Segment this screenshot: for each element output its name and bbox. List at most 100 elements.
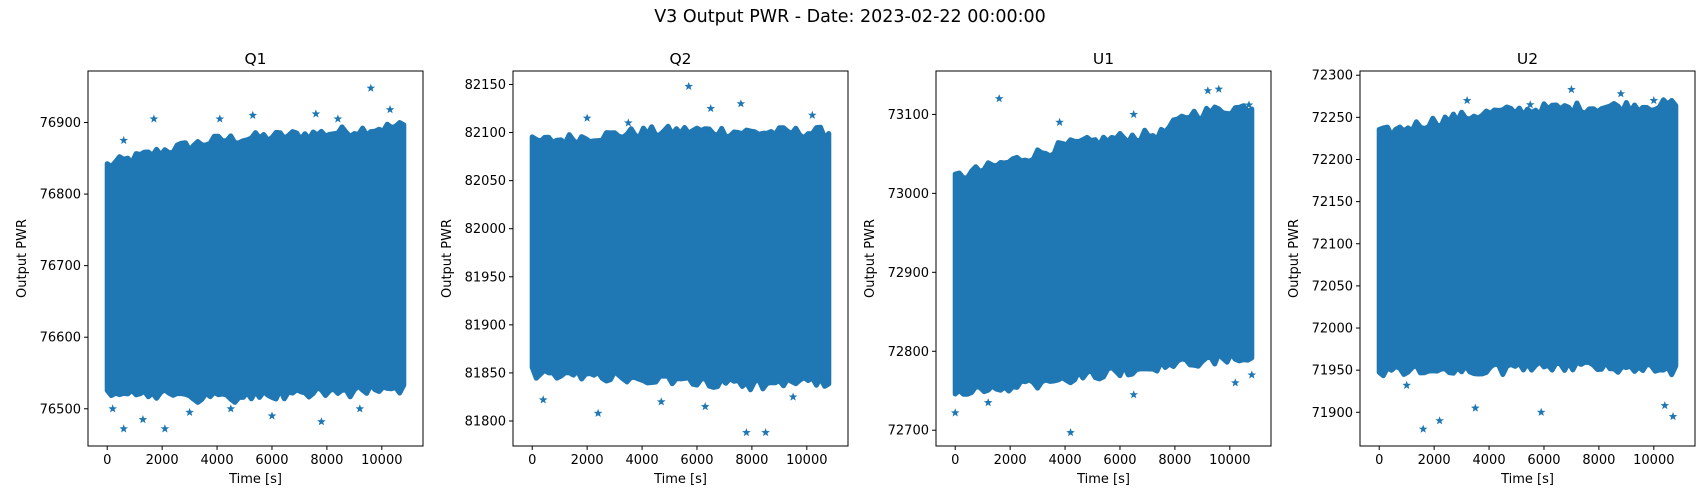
data-point [808,110,817,119]
data-point [226,404,236,413]
data-point [742,428,751,437]
data-point [1129,109,1138,119]
data-point [215,114,225,123]
axes-frame [935,70,1272,447]
data-point [185,407,194,416]
x-tick-label: 10000 [1209,453,1250,468]
data-point [311,109,321,118]
y-tick-label: 72000 [1312,322,1353,337]
data-point [1402,380,1411,389]
axes-frame [87,70,424,447]
x-tick-label: 8000 [735,453,768,468]
data-point [788,392,798,401]
y-tick-label: 72250 [1312,111,1353,126]
data-point [333,114,343,123]
subplot-title: Q2 [669,50,691,68]
data-point [706,104,715,113]
data-point [657,397,666,406]
data-point [684,81,693,90]
data-point [700,402,710,411]
x-axis-label: Time [s] [1500,472,1554,487]
x-tick-label: 2000 [1418,453,1451,468]
x-tick-label: 4000 [626,453,659,468]
y-tick-label: 82100 [465,126,506,141]
y-tick-label: 72800 [888,345,929,360]
x-tick-label: 6000 [1103,453,1136,468]
data-point [1462,96,1472,105]
data-point [1526,100,1535,109]
x-tick-label: 8000 [1158,453,1191,468]
axes-frame [1359,70,1696,447]
data-point [108,404,117,413]
x-tick-label: 2000 [146,453,179,468]
y-tick-label: 82150 [465,78,506,93]
x-tick-label: 4000 [1049,453,1082,468]
data-point [624,118,633,127]
x-tick-label: 4000 [1473,453,1506,468]
data-point [1129,390,1138,399]
data-point [1567,85,1576,94]
data-point [355,404,365,413]
y-tick-label: 72300 [1312,69,1353,84]
x-axis-label: Time [s] [653,472,707,487]
y-tick-label: 76800 [40,188,81,203]
data-point [119,135,128,145]
subplot-title: Q1 [244,50,266,68]
y-tick-label: 82050 [465,174,506,189]
x-tick-label: 0 [1375,453,1383,468]
x-tick-label: 8000 [310,453,343,468]
data-point [593,408,603,417]
x-tick-label: 0 [951,453,959,468]
y-tick-label: 76600 [40,331,81,346]
data-point [267,411,277,420]
data-point [1668,412,1678,421]
y-tick-label: 81850 [465,366,506,381]
data-point [1214,84,1224,93]
data-point [1066,428,1075,437]
data-point [736,99,746,108]
x-tick-label: 2000 [571,453,604,468]
subplot-title: U1 [1093,50,1114,68]
y-tick-label: 81800 [465,415,506,430]
data-point [950,408,960,417]
axes-frame [512,70,849,447]
subplot-u1: 0 2000 4000 6000 8000 10000 72700 72800 72900 730… [863,50,1272,487]
x-tick-label: 6000 [255,453,288,468]
data-point [1471,403,1480,412]
data-band [529,123,832,393]
data-point [761,428,770,437]
data-point [248,110,257,119]
y-tick-label: 71950 [1312,364,1353,379]
y-tick-label: 72700 [888,424,929,439]
x-tick-label: 10000 [361,453,402,468]
figure-title: V3 Output PWR - Date: 2023-02-22 00:00:0… [654,7,1046,27]
data-point [366,83,376,92]
data-point [1616,89,1626,98]
y-axis-label: Output PWR [863,219,878,298]
x-tick-label: 4000 [201,453,234,468]
x-tick-label: 2000 [994,453,1027,468]
y-tick-label: 72100 [1312,237,1353,252]
data-point [385,105,395,114]
data-point [149,114,159,123]
subplot-q1: 0 2000 4000 6000 8000 10000 76500 76600 76700 768… [15,50,424,487]
y-tick-label: 73000 [888,187,929,202]
y-tick-label: 71900 [1312,406,1353,421]
data-point [317,417,326,426]
y-tick-label: 76500 [40,402,81,417]
y-tick-label: 81950 [465,270,506,285]
x-tick-label: 6000 [1527,453,1560,468]
data-band [104,120,407,405]
data-point [1435,416,1444,425]
y-tick-label: 73100 [888,108,929,123]
data-point [160,424,170,433]
subplot-u2: 0 2000 4000 6000 8000 10000 71900 71950 72000 720… [1287,50,1696,487]
data-point [1649,96,1659,105]
y-tick-label: 82000 [465,222,506,237]
y-tick-label: 81900 [465,318,506,333]
y-axis-label: Output PWR [1287,219,1302,298]
data-point [1418,424,1428,433]
data-point [1660,401,1670,410]
data-point [1247,370,1257,379]
